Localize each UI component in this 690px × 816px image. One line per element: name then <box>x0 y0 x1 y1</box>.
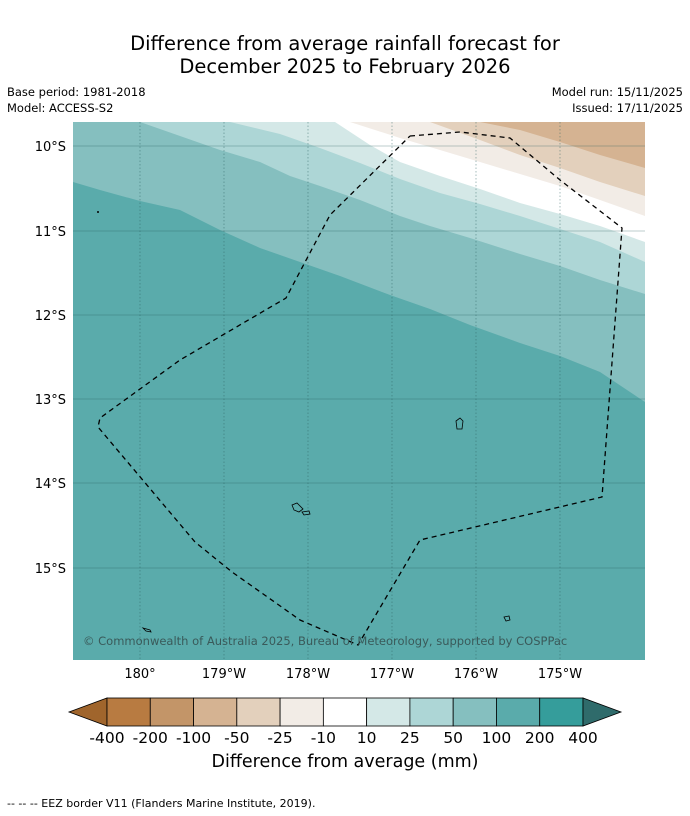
colorbar-label: Difference from average (mm) <box>211 752 479 772</box>
colorbar-tick-label: 200 <box>525 729 555 747</box>
meta-left: Base period: 1981-2018 Model: ACCESS-S2 <box>7 84 146 116</box>
lat-label: 15°S <box>35 562 66 577</box>
island <box>291 502 304 513</box>
meta-right: Model run: 15/11/2025 Issued: 17/11/2025 <box>552 84 683 116</box>
title-line-1: Difference from average rainfall forecas… <box>130 32 560 55</box>
lon-label: 177°W <box>370 667 414 682</box>
colorbar-swatch <box>106 697 151 727</box>
model-name: Model: ACCESS-S2 <box>7 101 114 115</box>
eez-border <box>97 131 623 646</box>
colorbar-tick-label: 25 <box>400 729 420 747</box>
lat-label: 13°S <box>35 393 66 408</box>
band-minus100 <box>480 122 645 168</box>
colorbar-swatch <box>409 697 454 727</box>
issued-date: Issued: 17/11/2025 <box>572 101 683 115</box>
colorbar <box>67 697 623 727</box>
colorbar-tick-label: -25 <box>267 729 292 747</box>
colorbar-swatch <box>193 697 238 727</box>
lon-label: 179°W <box>202 667 246 682</box>
lon-label: 178°W <box>286 667 330 682</box>
latitude-labels: 10°S 11°S 12°S 13°S 14°S 15°S <box>35 140 66 577</box>
colorbar-tick-label: -100 <box>176 729 211 747</box>
lon-label: 175°W <box>538 667 582 682</box>
colorbar-extend-low <box>67 697 108 727</box>
colorbar-tick-label: 100 <box>482 729 512 747</box>
island <box>455 417 464 430</box>
colorbar-swatch <box>236 697 281 727</box>
colorbar-swatch <box>366 697 411 727</box>
colorbar-swatch <box>496 697 541 727</box>
colorbar-swatch <box>539 697 584 727</box>
colorbar-tick-label: 400 <box>568 729 598 747</box>
colorbar-tick-label: -10 <box>311 729 336 747</box>
colorbar-extend-high <box>582 697 623 727</box>
lat-label: 11°S <box>35 225 66 240</box>
model-run: Model run: 15/11/2025 <box>551 85 683 99</box>
longitude-gridlines <box>139 122 561 660</box>
lat-label: 12°S <box>35 309 66 324</box>
lon-label: 180° <box>124 667 155 682</box>
colorbar-swatch <box>452 697 497 727</box>
island <box>97 211 99 213</box>
lon-label: 176°W <box>454 667 498 682</box>
lat-label: 10°S <box>35 140 66 155</box>
colorbar-ticks: -400 -200 -100 -50 -25 -10 10 25 50 100 200 400 <box>89 729 597 747</box>
rainfall-map <box>73 122 645 660</box>
lat-label: 14°S <box>35 477 66 492</box>
island <box>141 627 152 633</box>
colorbar-tick-label: 10 <box>357 729 377 747</box>
eez-footnote: -- -- -- EEZ border V11 (Flanders Marine… <box>7 797 316 810</box>
copyright-note: © Commonwealth of Australia 2025, Bureau… <box>83 634 567 648</box>
longitude-labels: 180° 179°W 178°W 177°W 176°W 175°W <box>124 667 582 682</box>
base-period: Base period: 1981-2018 <box>7 85 146 99</box>
colorbar-tick-label: 50 <box>443 729 463 747</box>
latitude-gridlines <box>73 145 645 569</box>
colorbar-tick-label: -50 <box>224 729 249 747</box>
island <box>301 510 311 516</box>
map-title: Difference from average rainfall forecas… <box>0 32 690 78</box>
colorbar-swatch <box>279 697 324 727</box>
colorbar-swatch <box>149 697 194 727</box>
colorbar-tick-label: -200 <box>133 729 168 747</box>
colorbar-tick-label: -400 <box>89 729 124 747</box>
title-line-2: December 2025 to February 2026 <box>179 55 511 78</box>
island <box>503 615 511 622</box>
colorbar-swatch <box>322 697 368 727</box>
